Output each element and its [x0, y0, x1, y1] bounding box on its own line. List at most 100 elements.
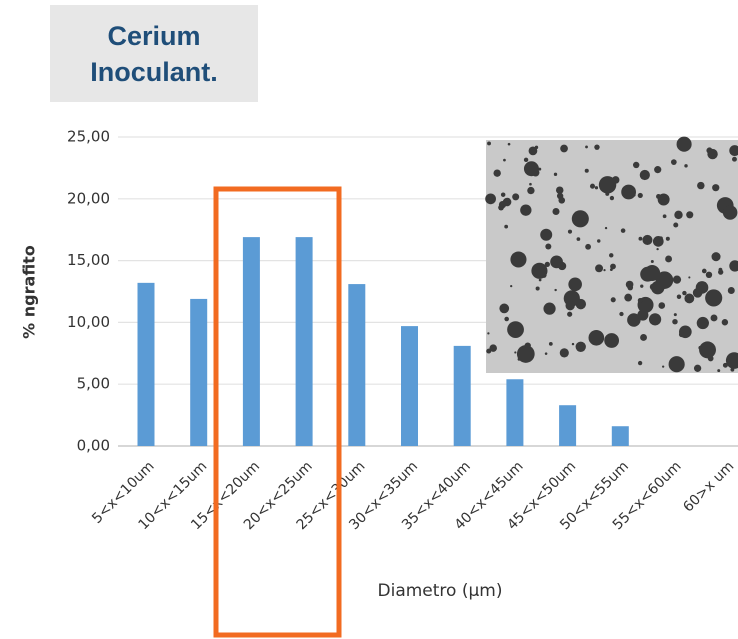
- bar: [296, 237, 313, 446]
- graphite-nodule: [642, 235, 652, 245]
- y-tick-label: 20,00: [67, 189, 110, 207]
- graphite-nodule: [611, 297, 616, 302]
- graphite-nodule: [499, 304, 509, 314]
- graphite-nodule: [501, 192, 505, 196]
- graphite-nodule: [525, 342, 531, 348]
- graphite-nodule: [610, 264, 616, 270]
- graphite-nodule: [552, 208, 559, 215]
- bar: [138, 283, 155, 446]
- graphite-nodule: [603, 269, 605, 271]
- graphite-nodule: [518, 358, 521, 361]
- graphite-nodule: [545, 262, 550, 267]
- graphite-nodule: [698, 346, 702, 350]
- graphite-nodule: [568, 230, 572, 234]
- graphite-nodule: [610, 196, 614, 200]
- graphite-nodule: [662, 366, 664, 368]
- graphite-nodule: [604, 333, 619, 348]
- graphite-nodule: [640, 334, 647, 341]
- graphite-nodule: [730, 368, 734, 372]
- bar: [506, 379, 523, 446]
- graphite-nodule: [576, 342, 586, 352]
- graphite-nodule: [633, 162, 639, 168]
- graphite-nodule: [489, 344, 497, 352]
- graphite-nodule: [718, 269, 723, 274]
- graphite-nodule: [540, 229, 552, 241]
- graphite-nodule: [640, 284, 643, 287]
- graphite-nodule: [706, 272, 712, 278]
- graphite-nodule: [697, 317, 709, 329]
- graphite-nodule: [554, 289, 556, 291]
- graphite-nodule: [705, 289, 722, 306]
- graphite-nodule: [595, 186, 598, 189]
- graphite-nodule: [512, 193, 519, 200]
- graphite-nodule: [549, 342, 553, 346]
- graphite-nodule: [672, 319, 677, 324]
- graphite-nodule: [560, 145, 568, 153]
- graphite-nodule: [656, 194, 661, 199]
- x-axis-label: Diametro (µm): [378, 581, 503, 601]
- graphite-nodule: [677, 137, 692, 152]
- graphite-nodule: [485, 193, 496, 204]
- graphite-nodule: [520, 204, 531, 215]
- graphite-nodule: [728, 287, 735, 294]
- graphite-nodule: [527, 187, 534, 194]
- graphite-nodule: [539, 279, 542, 282]
- y-axis-label: % ngrafito: [20, 245, 39, 339]
- graphite-nodule: [510, 285, 512, 287]
- graphite-nodule: [723, 205, 738, 220]
- graphite-nodule: [595, 264, 603, 272]
- bar: [190, 299, 207, 446]
- graphite-nodule: [524, 158, 528, 162]
- graphite-nodule: [585, 244, 591, 250]
- graphite-nodule: [577, 237, 581, 241]
- chart: % ngrafito Diametro (µm) 0,005,0010,0015…: [0, 0, 738, 639]
- graphite-nodule: [609, 253, 613, 257]
- graphite-nodule: [673, 276, 681, 284]
- graphite-nodule: [688, 276, 690, 278]
- graphite-nodule: [529, 147, 538, 156]
- graphite-nodule: [699, 341, 716, 358]
- graphite-nodule: [487, 141, 491, 145]
- graphite-nodule: [619, 312, 623, 316]
- y-tick-label: 10,00: [67, 313, 110, 331]
- graphite-nodule: [639, 237, 643, 241]
- graphite-nodule: [585, 169, 589, 173]
- graphite-nodule: [671, 159, 677, 165]
- graphite-nodule: [507, 321, 524, 338]
- graphite-nodule: [621, 228, 626, 233]
- graphite-nodule: [529, 183, 532, 186]
- graphite-nodule: [722, 319, 728, 325]
- graphite-nodule: [560, 348, 569, 357]
- y-tick-label: 0,00: [77, 437, 110, 455]
- graphite-nodule: [651, 260, 654, 263]
- graphite-nodule: [682, 291, 686, 295]
- graphite-nodule: [626, 281, 634, 289]
- graphite-nodule: [679, 332, 684, 337]
- graphite-nodule: [543, 303, 555, 315]
- graphite-nodule: [732, 157, 737, 162]
- graphite-nodule: [654, 166, 661, 173]
- graphite-nodule: [674, 211, 682, 219]
- graphite-nodule: [624, 294, 632, 302]
- graphite-nodule: [693, 288, 703, 298]
- graphite-nodule: [550, 255, 563, 268]
- graphite-nodule: [498, 205, 504, 211]
- graphite-nodule: [597, 239, 600, 242]
- graphite-nodule: [487, 332, 489, 334]
- graphite-nodule: [503, 198, 512, 207]
- bar: [348, 284, 365, 446]
- graphite-nodule: [712, 184, 719, 191]
- graphite-nodule: [650, 284, 656, 290]
- graphite-nodule: [524, 161, 539, 176]
- graphite-nodule: [702, 269, 707, 274]
- graphite-nodule: [712, 252, 721, 261]
- graphite-nodule: [677, 295, 681, 299]
- graphite-nodule: [566, 301, 575, 310]
- graphite-nodule: [504, 317, 509, 322]
- graphite-nodule: [684, 164, 687, 167]
- bar: [454, 346, 471, 446]
- graphite-nodule: [504, 225, 508, 229]
- graphite-nodule: [673, 222, 678, 227]
- bar: [559, 405, 576, 446]
- graphite-nodule: [717, 369, 720, 372]
